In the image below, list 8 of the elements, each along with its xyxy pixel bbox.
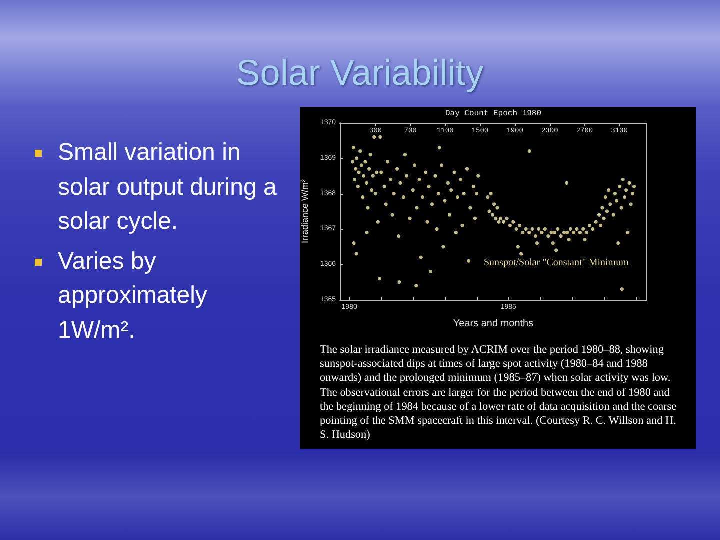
x-axis-title: Years and months	[453, 318, 534, 330]
text: Small variation in solar output during a solar cycle.	[58, 139, 277, 235]
chart-title: Solar Variability	[235, 51, 485, 95]
x2-axis-title: Day Count Epoch 1980	[445, 110, 542, 119]
text: The solar irradiance measured by ACRIM over the period 1980–88, showing sunspot-associated dips at times of large spot activity (1980–84 and 1988 onwards) and the prolonged minimum (1985–87) when solar activity was low. The observational errors are larger for the period between the end of 1980 and the beginning of 1984 because of a lower rate of data acquisition and the coarse pointing of the SMM spacecraft in this interval. (Courtesy R. C. Willson and H. S. Hudson)	[320, 343, 678, 442]
text: Varies by approximately 1W/m².	[58, 248, 208, 344]
y-axis-title: Irradiance W/m²	[300, 179, 310, 244]
annotation: Sunspot/Solar "Constant" Minimum	[484, 258, 630, 268]
